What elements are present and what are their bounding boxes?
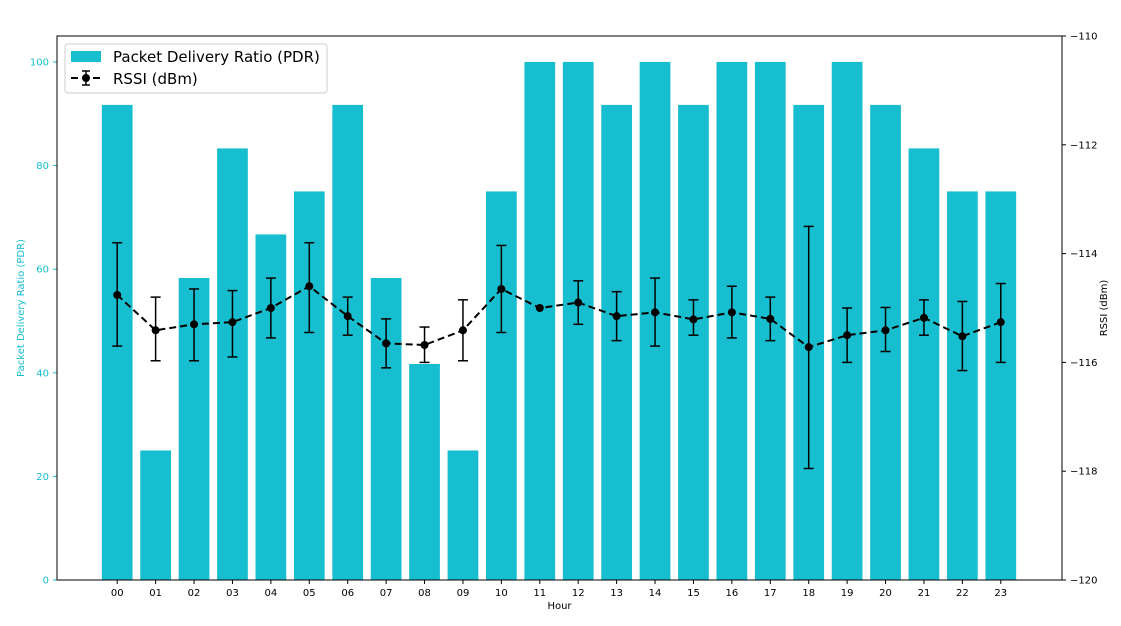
x-tick-label-16: 16 [726,588,739,599]
pdr-bar-09 [447,450,479,580]
y-right-axis: −120 −118 −116 −114 −112 −110 [1062,32,1097,587]
y-right-tick-label--110: −110 [1070,32,1097,43]
legend-pdr-swatch [71,51,101,62]
rssi-point-16 [727,308,736,317]
rssi-point-13 [612,312,621,321]
rssi-point-19 [843,331,852,340]
rssi-point-08 [420,340,429,349]
pdr-bar-11 [524,61,556,580]
pdr-bar-22 [947,191,978,580]
pdr-bar-03 [217,148,248,580]
x-axis: 00 01 02 03 04 05 06 07 08 09 10 11 12 13 14 15 16 17 18 19… [111,580,1007,599]
x-tick-label-01: 01 [149,588,162,599]
legend-rssi-label: RSSI (dBm) [113,70,198,88]
y-right-tick-label--112: −112 [1070,140,1097,151]
y-left-axis-label: Packet Delivery Ratio (PDR) [16,239,27,377]
pdr-bar-08 [409,363,440,580]
rssi-line [116,285,1002,349]
y-right-tick-label--120: −120 [1070,576,1097,587]
pdr-bar-13 [601,104,632,580]
x-tick-label-20: 20 [879,588,892,599]
rssi-point-10 [497,284,506,293]
x-tick-label-11: 11 [533,588,546,599]
x-tick-label-03: 03 [226,588,239,599]
y-left-tick-label-100: 100 [30,57,49,68]
y-left-tick-label-60: 60 [36,265,49,276]
legend: Packet Delivery Ratio (PDR) RSSI (dBm) [64,43,328,94]
x-tick-label-07: 07 [380,588,393,599]
pdr-bars [101,61,1017,580]
x-tick-label-21: 21 [918,588,931,599]
rssi-point-15 [689,315,698,324]
x-tick-label-06: 06 [341,588,354,599]
x-tick-label-04: 04 [265,588,278,599]
x-axis-label: Hour [547,601,572,612]
y-right-tick-label--116: −116 [1070,358,1097,369]
y-right-tick-label--118: −118 [1070,467,1097,478]
x-tick-label-12: 12 [572,588,585,599]
x-tick-label-09: 09 [457,588,470,599]
x-tick-label-13: 13 [610,588,623,599]
legend-box [64,43,328,94]
pdr-bar-15 [678,104,709,580]
pdr-bar-23 [985,191,1017,580]
rssi-point-12 [574,298,583,307]
rssi-point-14 [651,308,660,317]
rssi-point-06 [343,312,352,321]
rssi-point-21 [919,313,928,322]
x-tick-label-14: 14 [649,588,662,599]
rssi-point-20 [881,326,890,335]
x-tick-label-10: 10 [495,588,508,599]
rssi-point-07 [382,339,391,348]
y-left-tick-label-20: 20 [36,472,49,483]
x-tick-label-18: 18 [802,588,815,599]
rssi-point-17 [766,314,775,323]
y-left-tick-label-40: 40 [36,368,49,379]
legend-rssi-swatch [71,70,101,86]
plot-frame [56,35,1063,581]
x-tick-label-02: 02 [188,588,201,599]
rssi-point-18 [804,343,813,352]
y-left-tick-label-80: 80 [36,161,49,172]
y-right-tick-label--114: −114 [1070,249,1097,260]
x-tick-label-08: 08 [418,588,431,599]
rssi-point-04 [266,304,275,312]
x-tick-label-23: 23 [994,588,1007,599]
rssi-point-03 [228,318,237,327]
rssi-point-02 [190,320,199,329]
pdr-bar-01 [140,450,171,580]
x-tick-label-17: 17 [764,588,777,599]
x-tick-label-22: 22 [956,588,969,599]
rssi-point-23 [996,318,1005,327]
rssi-point-05 [305,282,314,291]
y-right-axis-label: RSSI (dBm) [1099,280,1110,337]
y-left-tick-label-0: 0 [43,576,49,587]
rssi-point-00 [113,290,122,299]
x-tick-label-00: 00 [111,588,124,599]
rssi-point-09 [458,326,467,335]
x-tick-label-05: 05 [303,588,316,599]
pdr-bar-06 [332,104,364,580]
legend-pdr-label: Packet Delivery Ratio (PDR) [113,48,320,66]
rssi-point-01 [151,326,160,335]
x-tick-label-15: 15 [687,588,700,599]
x-tick-label-19: 19 [841,588,854,599]
rssi-series [112,225,1006,470]
pdr-bar-21 [908,148,940,580]
y-left-axis: 0 20 40 60 80 100 [30,57,57,587]
rssi-point-22 [958,332,967,341]
rssi-point-11 [535,304,544,312]
legend-rssi-marker [82,74,90,82]
